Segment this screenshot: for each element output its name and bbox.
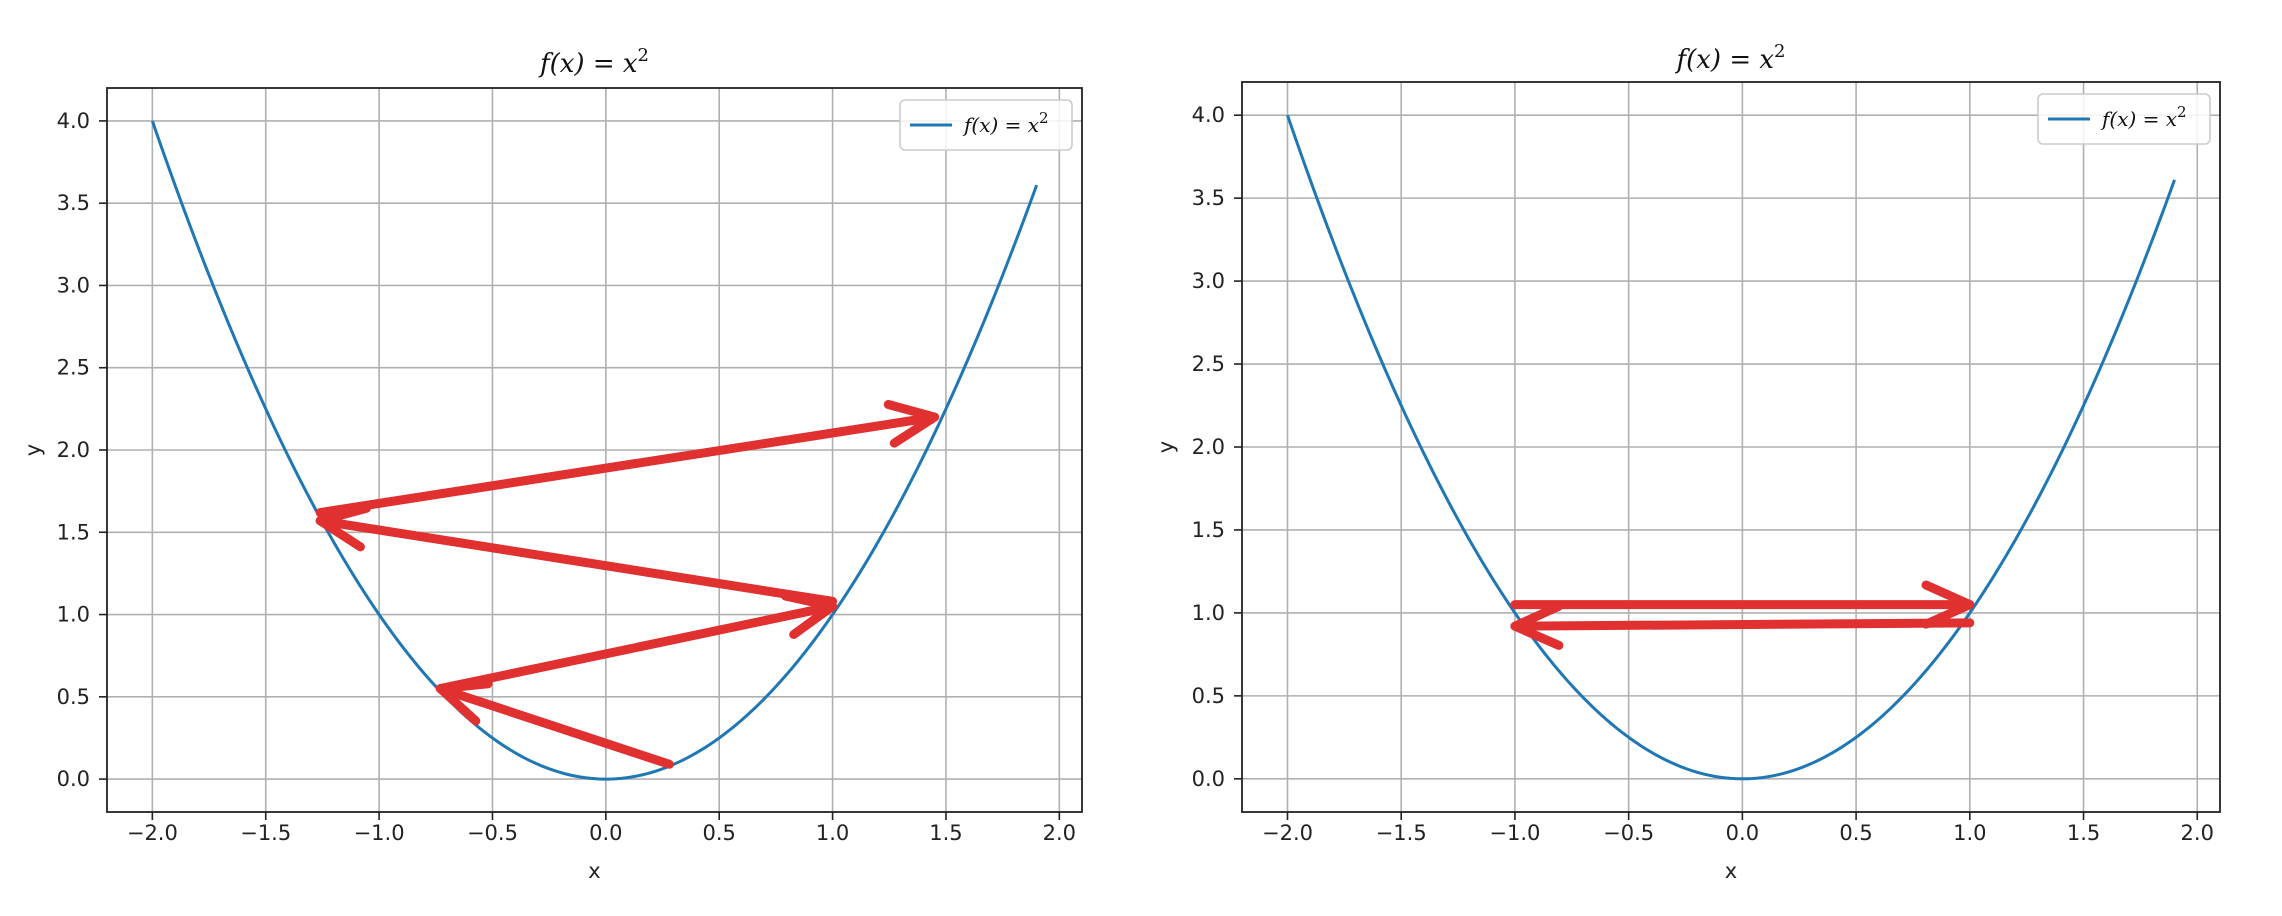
annotation-arrow-shaft [1510,618,1975,631]
y-tick-label: 1.0 [1192,601,1225,625]
legend-label: f(x) = x2 [962,109,1049,137]
left-chart: −2.0 −1.5 −1.0 −0.5 0.0 0.5 1.0 1.5 2.0 0.0 0.5 1.0… [21,45,1083,883]
annotation-arrow-shaft [435,601,838,694]
y-tick-label: 2.0 [1192,435,1225,459]
annotation-arrow-head [315,503,371,552]
x-tick-label: −1.0 [1489,821,1540,845]
y-tick-label: 0.0 [57,767,90,791]
annotation-arrow-head [1921,580,1975,629]
series-line-fx [1286,114,2176,781]
x-tick-label: −1.5 [240,821,291,845]
x-tick-label: 1.5 [929,821,962,845]
annotation-arrow-head [883,399,940,448]
y-tick-label: 3.0 [57,273,90,297]
x-tick-label: −1.5 [1376,821,1427,845]
x-tick-label: −2.0 [127,821,178,845]
chart-title-superscript: 2 [638,45,649,66]
y-tick-label: 4.0 [57,109,90,133]
y-tick-label: 2.0 [57,438,90,462]
x-tick-label: 0.0 [1726,821,1759,845]
legend-label-superscript: 2 [1039,109,1049,127]
annotation-arrow-shaft [315,516,838,606]
x-tick-label: −2.0 [1262,821,1313,845]
y-tick-label: 4.0 [1192,103,1225,127]
x-tick-label: 2.0 [2181,821,2214,845]
y-tick-label: 1.0 [57,603,90,627]
x-tick-label: 1.0 [816,821,849,845]
x-tick-label: 2.0 [1043,821,1076,845]
x-tick-label: 1.5 [2067,821,2100,845]
annotation-arrow-head [1510,601,1564,650]
y-axis-label: y [1154,441,1178,453]
y-tick-label: 3.0 [1192,269,1225,293]
right-chart: −2.0 −1.5 −1.0 −0.5 0.0 0.5 1.0 1.5 2.0 0.0 0.5 1.0… [1154,41,2221,883]
x-tick-label: 0.0 [589,821,622,845]
y-axis-label: y [21,444,45,456]
chart-title-main: f(x) = x [538,49,638,79]
chart-title: f(x) = x2 [538,45,649,79]
legend-label: f(x) = x2 [2100,103,2187,131]
x-axis-label: x [1725,859,1737,883]
chart-title-superscript: 2 [1774,41,1785,62]
annotation-arrow-shaft [315,412,940,518]
x-tick-label: 1.0 [1953,821,1986,845]
x-tick-label: −0.5 [467,821,518,845]
y-tick-label: 2.5 [57,356,90,380]
x-tick-label: −1.0 [354,821,405,845]
series-line-fx [150,120,1039,781]
chart-title: f(x) = x2 [1674,41,1785,75]
x-axis-label: x [588,859,600,883]
legend-label-superscript: 2 [2177,103,2187,121]
x-tick-label: 0.5 [703,821,736,845]
y-tick-label: 2.5 [1192,352,1225,376]
x-tick-label: −0.5 [1603,821,1654,845]
chart-title-main: f(x) = x [1674,45,1774,75]
y-tick-label: 3.5 [1192,186,1225,210]
y-tick-label: 1.5 [1192,518,1225,542]
legend-box [899,99,1073,151]
legend-label-main: f(x) = x [962,113,1039,137]
y-tick-label: 0.5 [1192,684,1225,708]
y-tick-label: 0.0 [1192,767,1225,791]
x-tick-label: 0.5 [1839,821,1872,845]
y-tick-label: 0.5 [57,685,90,709]
annotation-arrow-shaft [435,684,674,769]
y-tick-label: 3.5 [57,191,90,215]
y-tick-label: 1.5 [57,520,90,544]
legend-box [2037,93,2211,145]
legend-label-main: f(x) = x [2100,107,2177,131]
